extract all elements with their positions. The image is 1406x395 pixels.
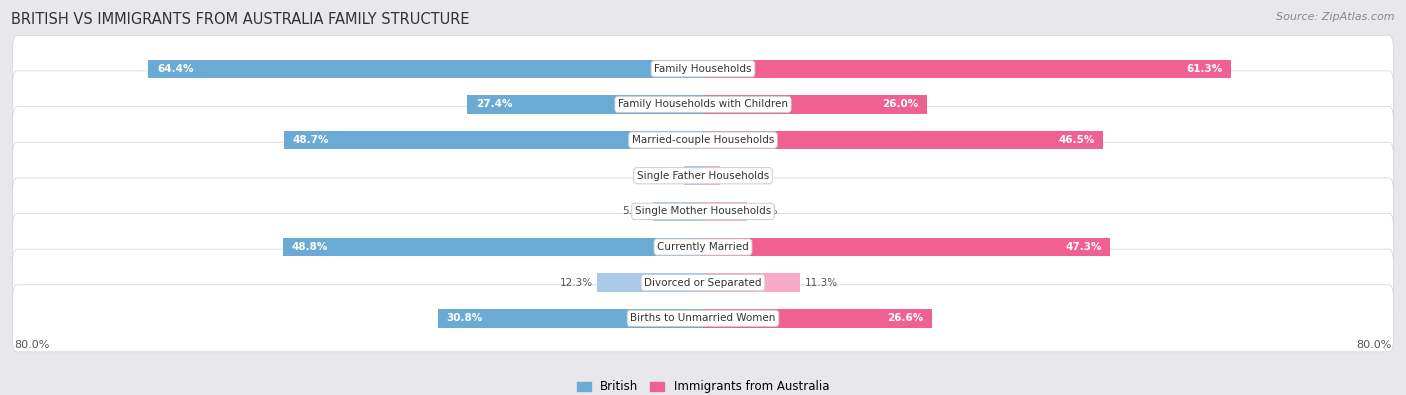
Text: BRITISH VS IMMIGRANTS FROM AUSTRALIA FAMILY STRUCTURE: BRITISH VS IMMIGRANTS FROM AUSTRALIA FAM… xyxy=(11,12,470,27)
Bar xyxy=(703,60,1230,78)
Text: Family Households with Children: Family Households with Children xyxy=(619,100,787,109)
Text: 61.3%: 61.3% xyxy=(1187,64,1222,74)
Bar xyxy=(703,166,720,185)
Text: 27.4%: 27.4% xyxy=(475,100,512,109)
Bar xyxy=(703,238,1111,256)
Text: 5.1%: 5.1% xyxy=(751,206,778,216)
Bar xyxy=(685,166,703,185)
FancyBboxPatch shape xyxy=(13,178,1393,245)
Text: 11.3%: 11.3% xyxy=(804,278,838,288)
Bar xyxy=(149,60,703,78)
FancyBboxPatch shape xyxy=(13,107,1393,173)
Text: 2.0%: 2.0% xyxy=(724,171,751,181)
Text: 26.0%: 26.0% xyxy=(882,100,918,109)
FancyBboxPatch shape xyxy=(13,249,1393,316)
Bar xyxy=(652,202,703,221)
Bar xyxy=(283,238,703,256)
Text: Births to Unmarried Women: Births to Unmarried Women xyxy=(630,313,776,324)
Text: 48.8%: 48.8% xyxy=(291,242,328,252)
Bar xyxy=(284,131,703,149)
Text: Currently Married: Currently Married xyxy=(657,242,749,252)
Bar xyxy=(703,273,800,292)
Text: 5.8%: 5.8% xyxy=(623,206,648,216)
Text: 30.8%: 30.8% xyxy=(446,313,482,324)
Text: 80.0%: 80.0% xyxy=(14,340,49,350)
Text: 46.5%: 46.5% xyxy=(1059,135,1095,145)
Text: 47.3%: 47.3% xyxy=(1066,242,1102,252)
FancyBboxPatch shape xyxy=(13,71,1393,138)
Legend: British, Immigrants from Australia: British, Immigrants from Australia xyxy=(572,376,834,395)
Text: 26.6%: 26.6% xyxy=(887,313,924,324)
Text: 64.4%: 64.4% xyxy=(157,64,194,74)
Bar xyxy=(703,309,932,327)
Text: Divorced or Separated: Divorced or Separated xyxy=(644,278,762,288)
Text: Single Father Households: Single Father Households xyxy=(637,171,769,181)
Text: 80.0%: 80.0% xyxy=(1357,340,1392,350)
Text: Family Households: Family Households xyxy=(654,64,752,74)
Text: Married-couple Households: Married-couple Households xyxy=(631,135,775,145)
FancyBboxPatch shape xyxy=(13,142,1393,209)
FancyBboxPatch shape xyxy=(13,35,1393,102)
Text: 12.3%: 12.3% xyxy=(560,278,593,288)
Bar xyxy=(703,131,1104,149)
Text: 48.7%: 48.7% xyxy=(292,135,329,145)
Bar xyxy=(703,202,747,221)
Text: 2.2%: 2.2% xyxy=(654,171,679,181)
FancyBboxPatch shape xyxy=(13,214,1393,280)
Bar xyxy=(703,95,927,114)
Bar xyxy=(467,95,703,114)
Text: Source: ZipAtlas.com: Source: ZipAtlas.com xyxy=(1277,12,1395,22)
FancyBboxPatch shape xyxy=(13,285,1393,352)
Bar xyxy=(437,309,703,327)
Bar xyxy=(598,273,703,292)
Text: Single Mother Households: Single Mother Households xyxy=(636,206,770,216)
